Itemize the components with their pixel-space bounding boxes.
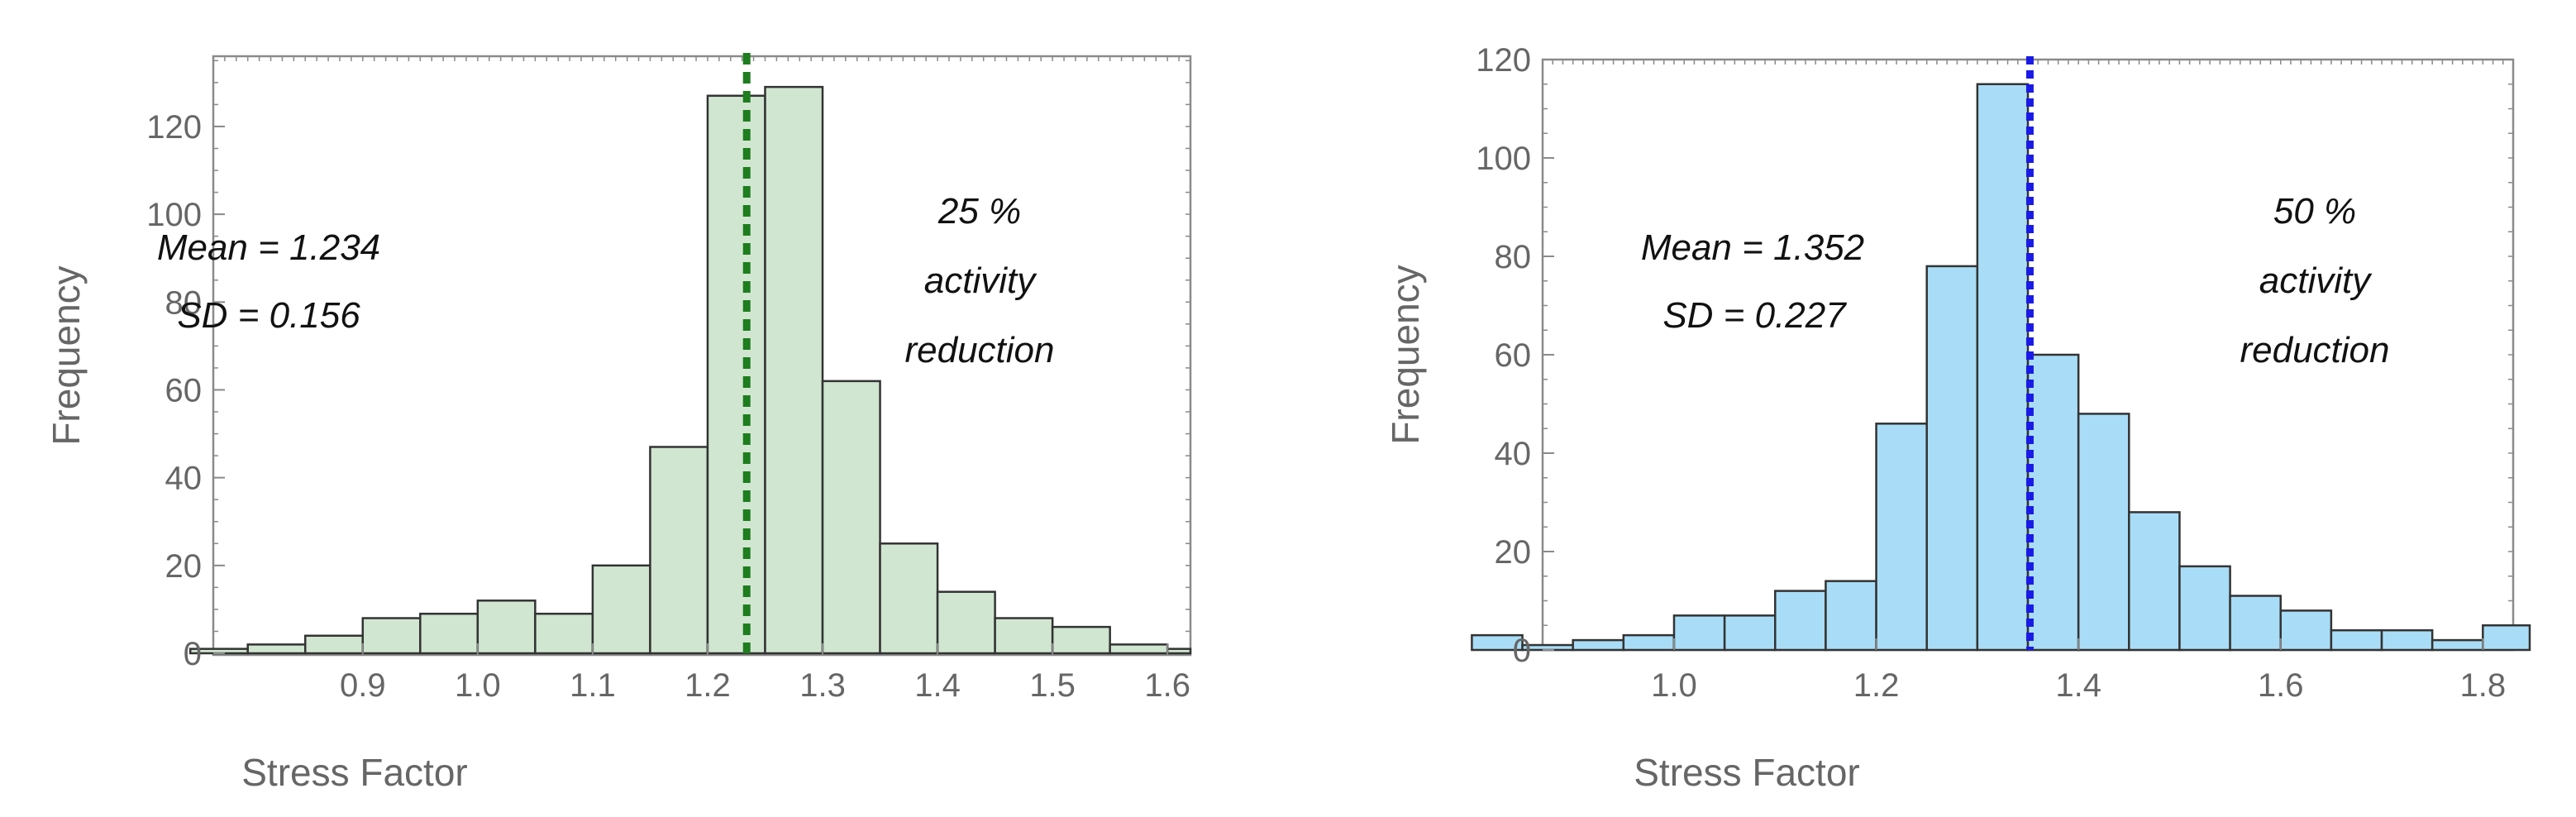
x-tick-label: 1.0 — [455, 667, 501, 704]
y-axis-label: Frequency — [45, 265, 88, 445]
x-tick-label: 1.5 — [1029, 667, 1076, 704]
x-tick-label: 0.9 — [340, 667, 386, 704]
y-tick-label: 0 — [184, 636, 202, 672]
y-tick-label: 80 — [165, 284, 203, 321]
histogram-bar — [1051, 625, 1111, 655]
x-tick-label: 1.6 — [2258, 667, 2304, 704]
histogram-bar — [2330, 628, 2383, 652]
histogram-bar — [2482, 624, 2531, 652]
y-tick-label: 120 — [146, 109, 202, 146]
x-axis-label: Stress Factor — [241, 751, 468, 794]
sd-annotation: SD = 0.227 — [1662, 295, 1847, 336]
x-tick-label: 1.0 — [1651, 667, 1697, 704]
x-tick-label: 1.4 — [914, 667, 961, 704]
y-tick-label: 0 — [1513, 633, 1531, 669]
mean-annotation: Mean = 1.352 — [1641, 227, 1864, 268]
y-tick-label: 20 — [165, 548, 203, 585]
histogram-bar — [534, 612, 594, 655]
histogram-panel-50-percent: 0 20 40 60 80 100 120 1.0 1.2 1.4 1.6 1.8 Stress Fac… — [1384, 42, 2531, 794]
histogram-bar — [1875, 423, 1928, 652]
histogram-bar — [591, 564, 651, 655]
condition-annotation-line: activity — [924, 260, 1038, 301]
y-axis-label: Frequency — [1384, 265, 1427, 444]
condition-annotation-line: 50 % — [2273, 191, 2356, 232]
condition-annotation-line: activity — [2259, 260, 2373, 301]
histogram-bar — [1622, 633, 1676, 652]
mean-annotation: Mean = 1.234 — [157, 227, 380, 268]
histogram-bar — [2178, 565, 2231, 652]
histogram-bar — [1572, 638, 1625, 652]
histogram-bar — [1166, 647, 1192, 655]
histogram-bar — [706, 94, 766, 655]
x-tick-label: 1.4 — [2055, 667, 2101, 704]
plot-frame — [212, 55, 1192, 657]
histogram-bar — [879, 542, 939, 655]
y-tick-label: 20 — [1495, 534, 1532, 571]
histogram-bar — [936, 590, 996, 655]
condition-annotation-line: reduction — [2240, 330, 2389, 370]
y-tick-label: 120 — [1476, 42, 1531, 79]
histogram-bar — [994, 617, 1054, 655]
sd-annotation: SD = 0.156 — [177, 295, 360, 336]
histogram-bar — [1672, 614, 1726, 652]
y-tick-label: 40 — [165, 461, 203, 497]
x-tick-label: 1.6 — [1144, 667, 1190, 704]
histogram-bar — [2380, 628, 2434, 652]
histogram-bar — [2431, 638, 2484, 652]
histogram-bar — [361, 617, 422, 655]
x-tick-label: 1.1 — [570, 667, 616, 704]
histogram-bar — [1774, 590, 1827, 652]
y-tick-label: 60 — [1495, 337, 1532, 374]
histogram-bar — [246, 643, 307, 655]
x-axis-label: Stress Factor — [1634, 751, 1860, 794]
x-tick-label: 1.2 — [1853, 667, 1900, 704]
y-tick-label: 40 — [1495, 436, 1532, 472]
condition-annotation-line: reduction — [904, 330, 1054, 370]
histogram-bar — [1825, 580, 1877, 652]
histogram-bar — [419, 612, 479, 655]
histogram-bar — [303, 634, 365, 655]
histogram-bar — [2279, 609, 2333, 652]
y-tick-label: 80 — [1495, 239, 1532, 275]
histogram-panel-25-percent: 0 20 40 60 80 100 120 0.9 1.0 1.1 1.2 1.3 1.4 1.5 1.6 S… — [45, 53, 1192, 794]
histogram-bar — [1109, 643, 1169, 655]
x-tick-label: 1.2 — [685, 667, 731, 704]
histogram-bar — [2026, 353, 2080, 652]
histogram-bar — [2128, 511, 2181, 652]
y-tick-label: 60 — [165, 372, 203, 408]
y-tick-label: 100 — [146, 197, 202, 233]
condition-annotation-line: 25 % — [937, 191, 1021, 232]
histogram-bar — [1471, 633, 1524, 652]
x-tick-label: 1.3 — [799, 667, 846, 704]
histogram-bar — [1925, 265, 1979, 652]
histogram-bar — [1723, 614, 1777, 652]
histogram-bar — [2229, 595, 2282, 652]
x-tick-label: 1.8 — [2460, 667, 2507, 704]
histogram-bar — [1976, 83, 2030, 652]
histogram-bar — [764, 85, 824, 655]
histogram-bar — [821, 380, 881, 655]
y-tick-label: 100 — [1476, 141, 1531, 177]
histogram-bar — [476, 600, 537, 655]
histogram-bar — [2077, 413, 2130, 652]
histogram-bar — [649, 446, 709, 655]
